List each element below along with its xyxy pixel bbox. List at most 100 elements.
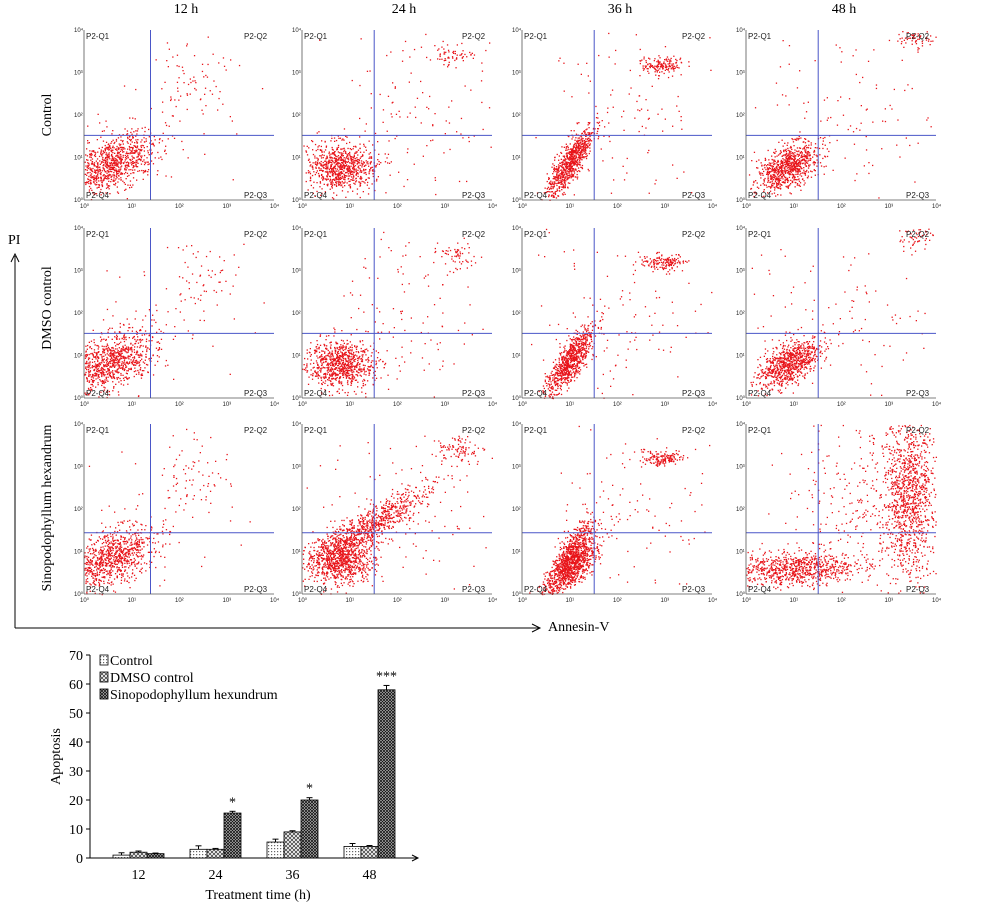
y-tick-label: 10² (74, 507, 83, 513)
y-tick-label: 60 (69, 678, 83, 693)
y-tick-label: 10 (69, 823, 83, 838)
quadrant-label-q3: P2-Q3 (244, 585, 268, 594)
y-tick-label: 10³ (736, 71, 745, 77)
y-tick-label: 10² (512, 113, 521, 119)
quadrant-label-q2: P2-Q2 (244, 230, 268, 239)
x-tick-label: 10³ (661, 598, 670, 604)
y-tick-label: 10² (292, 507, 301, 513)
y-tick-label: 10⁰ (74, 591, 84, 598)
quadrant-label-q3: P2-Q3 (462, 389, 486, 398)
x-tick-label: 10¹ (128, 598, 137, 604)
y-tick-label: 10² (512, 311, 521, 317)
quadrant-label-q2: P2-Q2 (244, 32, 268, 41)
quadrant-label-q1: P2-Q1 (86, 426, 110, 435)
x-tick-label: 10⁴ (488, 401, 498, 408)
legend-swatch (99, 688, 109, 700)
y-tick-label: 10³ (736, 465, 745, 471)
x-tick-label: 10⁰ (298, 203, 308, 210)
scatter-panel-r1-c1: P2-Q1 P2-Q2P2-Q3P2-Q410⁰10⁰10¹10¹10²10²10… (74, 27, 280, 210)
y-tick-label: 10² (736, 311, 745, 317)
y-tick-label: 10³ (512, 465, 521, 471)
bar-x-axis-arrow (411, 854, 420, 862)
quadrant-label-q2: P2-Q2 (462, 426, 486, 435)
x-tick-label: 10¹ (566, 598, 575, 604)
scatter-dots (531, 228, 713, 400)
quadrant-label-q4: P2-Q4 (748, 191, 772, 200)
x-tick-label: 10² (175, 598, 184, 604)
y-tick-label: 10⁰ (512, 197, 522, 204)
y-tick-label: 10² (74, 113, 83, 119)
quadrant-label-q2: P2-Q2 (244, 426, 268, 435)
quadrant-label-q1: P2-Q1 (748, 426, 772, 435)
quadrant-label-q1: P2-Q1 (524, 32, 548, 41)
scatter-panel-r3-c4: P2-Q1 P2-Q2P2-Q3P2-Q410⁰10⁰10¹10¹10²10²10… (736, 421, 942, 604)
x-tick-label: 10⁴ (932, 401, 942, 408)
y-tick-label: 30 (69, 765, 83, 780)
x-tick-label: 10⁰ (742, 597, 752, 604)
quadrant-label-q2: P2-Q2 (682, 32, 706, 41)
quadrant-label-q2: P2-Q2 (682, 230, 706, 239)
x-tick-label: 10¹ (346, 402, 355, 408)
y-tick-label: 10¹ (292, 550, 301, 556)
quadrant-label-q2: P2-Q2 (462, 32, 486, 41)
x-tick-label: 10¹ (346, 204, 355, 210)
quadrant-label-q2: P2-Q2 (906, 32, 930, 41)
quadrant-label-q4: P2-Q4 (86, 191, 110, 200)
quadrant-label-q2: P2-Q2 (682, 426, 706, 435)
y-tick-label: 10³ (512, 71, 521, 77)
x-tick-label: 10³ (885, 402, 894, 408)
y-tick-label: 10⁰ (292, 197, 302, 204)
y-tick-label: 10⁴ (292, 27, 302, 34)
bar-x-axis-label: Treatment time (h) (205, 888, 311, 903)
y-tick-label: 10⁰ (736, 591, 746, 598)
y-tick-label: 10⁴ (292, 225, 302, 232)
quadrant-label-q3: P2-Q3 (682, 191, 706, 200)
y-tick-label: 10⁴ (74, 421, 84, 428)
y-tick-label: 10¹ (74, 354, 83, 360)
quadrant-label-q2: P2-Q2 (462, 230, 486, 239)
x-tick-label: 10¹ (346, 598, 355, 604)
y-tick-label: 10² (74, 311, 83, 317)
quadrant-label-q4: P2-Q4 (86, 585, 110, 594)
y-tick-label: 10² (292, 311, 301, 317)
scatter-dots (750, 228, 934, 397)
bar (283, 831, 302, 859)
y-tick-label: 40 (69, 736, 83, 751)
x-tick-label: 10³ (223, 402, 232, 408)
quadrant-label-q2: P2-Q2 (906, 230, 930, 239)
y-tick-label: 10⁰ (736, 197, 746, 204)
scatter-panel-r2-c1: P2-Q1 P2-Q2P2-Q3P2-Q410⁰10⁰10¹10¹10²10²10… (74, 225, 280, 408)
bar (300, 799, 319, 859)
x-tick-label: 10⁴ (932, 203, 942, 210)
quadrant-label-q2: P2-Q2 (906, 426, 930, 435)
x-tick-label: 10⁴ (708, 401, 718, 408)
quadrant-label-q4: P2-Q4 (86, 389, 110, 398)
x-tick-label: 10¹ (790, 204, 799, 210)
x-tick-label: 10⁰ (518, 597, 528, 604)
y-tick-label: 10⁰ (74, 197, 84, 204)
y-tick-label: 70 (69, 649, 83, 664)
x-tick-label: 10⁴ (270, 597, 280, 604)
quadrant-label-q1: P2-Q1 (86, 230, 110, 239)
y-tick-label: 10² (292, 113, 301, 119)
y-tick-label: 0 (76, 852, 83, 867)
scatter-dots (84, 428, 251, 596)
scatter-panel-r1-c4: P2-Q1 P2-Q2P2-Q3P2-Q410⁰10⁰10¹10¹10²10²10… (736, 27, 942, 210)
legend-label: Control (110, 654, 153, 669)
quadrant-label-q3: P2-Q3 (906, 389, 930, 398)
quadrant-label-q3: P2-Q3 (682, 389, 706, 398)
x-tick-label: 10⁰ (742, 401, 752, 408)
quadrant-label-q3: P2-Q3 (906, 191, 930, 200)
x-tick-label: 10⁴ (488, 203, 498, 210)
bar (343, 845, 362, 859)
x-tick-label: 10² (393, 204, 402, 210)
bar (189, 848, 208, 859)
y-tick-label: 10⁰ (512, 395, 522, 402)
x-tick-label: 10³ (661, 204, 670, 210)
y-tick-label: 10¹ (736, 550, 745, 556)
y-tick-label: 50 (69, 707, 83, 722)
x-tick-label: 10¹ (566, 402, 575, 408)
quadrant-label-q3: P2-Q3 (462, 585, 486, 594)
bar (266, 841, 285, 859)
quadrant-label-q1: P2-Q1 (748, 32, 772, 41)
